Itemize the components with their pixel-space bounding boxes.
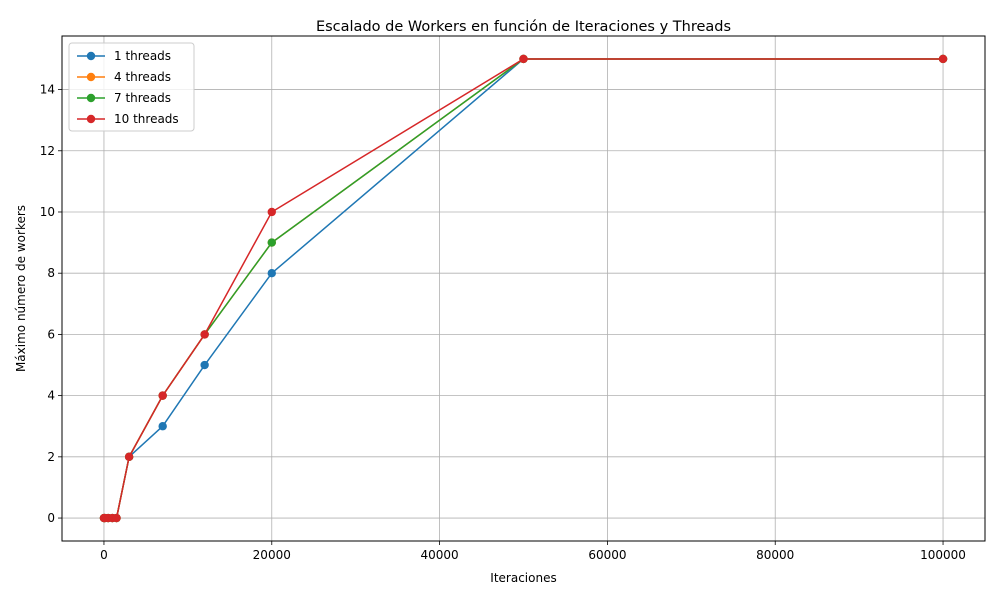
data-point [519,54,528,64]
legend-marker [86,72,96,82]
legend-label: 1 threads [114,49,171,63]
legend-box [68,42,195,132]
chart-title: Escalado de Workers en función de Iterac… [316,19,731,35]
x-tick-label: 100000 [920,548,966,562]
data-point [200,360,209,370]
data-point [158,391,167,400]
legend-marker [86,93,96,103]
legend-marker [86,114,96,124]
y-tick-label: 0 [47,511,55,525]
data-point [124,452,134,462]
y-tick-label: 10 [40,205,55,219]
series-layer [99,54,948,523]
y-tick-label: 14 [40,83,55,97]
series-10-threads [99,54,948,523]
y-tick-label: 4 [47,389,55,403]
y-tick-label: 2 [47,450,55,464]
plot-frame [61,35,986,542]
y-tick-label: 8 [47,266,55,280]
legend-label: 7 threads [114,91,171,105]
x-axis-title: Iteraciones [490,571,556,585]
legend-marker [86,51,96,61]
data-point [158,422,167,431]
legend: 1 threads 4 threads 7 threads 10 threads [68,42,195,132]
data-point [938,54,948,64]
x-tick-label: 0 [100,548,108,562]
x-tick-label: 60000 [588,548,626,562]
data-point [267,268,276,278]
y-tick-label: 12 [40,144,55,158]
x-tick-label: 20000 [253,548,291,562]
legend-label: 4 threads [114,70,171,84]
data-point [267,207,276,217]
data-point [200,330,209,339]
x-tick-label: 40000 [420,548,458,562]
y-axis-title: Máximo número de workers [14,205,28,372]
x-tick-label: 80000 [756,548,794,562]
legend-label: 10 threads [114,112,179,126]
axis-ticks: 0 20000 40000 60000 80000 100000 0 2 4 6 8 10 12 14 [40,83,966,562]
data-point [112,513,121,523]
data-point [267,238,276,247]
y-tick-label: 6 [47,327,55,341]
